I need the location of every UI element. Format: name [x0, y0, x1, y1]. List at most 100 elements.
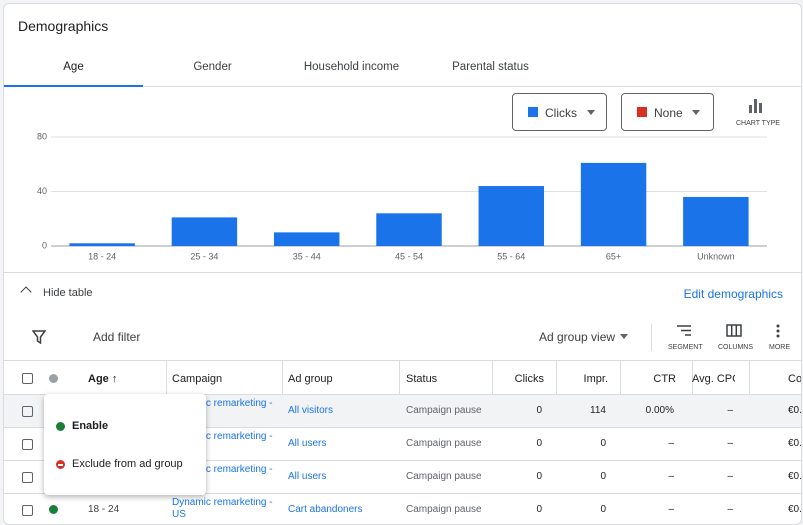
- column-header[interactable]: Campaign: [172, 373, 223, 385]
- tab[interactable]: Age: [63, 61, 84, 73]
- cell: –: [727, 438, 733, 449]
- tab-indicator: [4, 85, 143, 87]
- menu-item[interactable]: Enable: [72, 420, 109, 432]
- column-divider: [166, 360, 167, 394]
- link-cell[interactable]: Dynamic remarketing - US: [172, 497, 273, 520]
- x-tick-label: 65+: [606, 251, 621, 261]
- more-label: MORE: [769, 344, 790, 351]
- cell: €0.00: [788, 504, 802, 515]
- segment-label: SEGMENT: [668, 344, 703, 351]
- x-tick-label: 25 - 34: [190, 251, 218, 261]
- more-icon[interactable]: [776, 324, 780, 338]
- tab-divider: [4, 86, 801, 87]
- column-header[interactable]: Ad group: [288, 373, 333, 385]
- status-dot: [49, 505, 58, 514]
- cell: Campaign paused: [406, 405, 482, 416]
- menu-item[interactable]: Exclude from ad group: [72, 458, 183, 470]
- bar: [171, 217, 238, 246]
- cell: –: [727, 471, 733, 482]
- cell: 0: [600, 471, 606, 482]
- cell: –: [668, 438, 674, 449]
- row-divider: [4, 493, 801, 494]
- segment-icon[interactable]: [676, 324, 692, 337]
- column-header[interactable]: Impr.: [583, 373, 608, 385]
- chart: 0 40 80 18 - 24 25 - 34 35 - 44 45 - 54 55 - 64…: [37, 131, 767, 261]
- caret-icon[interactable]: [20, 286, 32, 298]
- link-cell[interactable]: All users: [288, 438, 327, 449]
- add-filter[interactable]: Add filter: [93, 330, 141, 344]
- divider: [4, 272, 801, 273]
- x-tick-label: Unknown: [697, 251, 735, 261]
- metric-label: Clicks: [545, 106, 577, 120]
- metric2-dropdown[interactable]: None: [621, 93, 714, 131]
- x-tick-label: 18 - 24: [88, 251, 116, 261]
- view-caret: [620, 334, 628, 343]
- y-tick-label: 80: [37, 131, 47, 141]
- x-tick-label: 55 - 64: [497, 251, 525, 261]
- tab[interactable]: Household income: [303, 61, 400, 73]
- chart-type-label: CHART TYPE: [736, 120, 780, 127]
- separator: [651, 324, 652, 351]
- cell: €0.00: [788, 438, 802, 449]
- cell: –: [727, 504, 733, 515]
- column-header[interactable]: Avg. CPC: [692, 373, 735, 385]
- y-tick-label: 40: [37, 186, 47, 196]
- bar: [69, 243, 135, 246]
- checkbox[interactable]: [22, 373, 33, 384]
- y-tick-label: 0: [42, 240, 47, 250]
- column-divider: [399, 360, 400, 394]
- column-divider: [492, 360, 493, 394]
- bar: [376, 213, 442, 246]
- column-divider: [282, 360, 283, 394]
- cell: 114: [590, 405, 606, 416]
- age-cell: 18 - 24: [88, 504, 120, 515]
- bar: [683, 196, 749, 246]
- column-header[interactable]: Cost: [788, 373, 802, 385]
- x-tick-label: 35 - 44: [293, 251, 321, 261]
- edit-demographics[interactable]: Edit demographics: [683, 287, 783, 301]
- columns-icon[interactable]: [726, 324, 742, 337]
- checkbox[interactable]: [22, 439, 33, 450]
- cell: 0: [536, 405, 542, 416]
- x-tick-label: 45 - 54: [395, 251, 423, 261]
- cell: Campaign paused: [406, 438, 482, 449]
- cell: 0: [600, 504, 606, 515]
- row-divider: [4, 460, 801, 461]
- cell: –: [727, 405, 733, 416]
- column-divider: [692, 360, 693, 394]
- link-cell[interactable]: All visitors: [288, 405, 334, 416]
- column-header[interactable]: Clicks: [514, 373, 544, 385]
- cell: 0: [536, 438, 542, 449]
- row-divider: [4, 394, 801, 395]
- column-header[interactable]: Status: [406, 373, 438, 385]
- cell: 0: [536, 471, 542, 482]
- chart-type-icon[interactable]: [749, 99, 762, 113]
- checkbox[interactable]: [22, 406, 33, 417]
- cell: €0.00: [788, 471, 802, 482]
- tab[interactable]: Gender: [193, 61, 232, 73]
- filter-icon[interactable]: [32, 330, 46, 344]
- column-header[interactable]: CTR: [653, 373, 676, 385]
- checkbox[interactable]: [22, 472, 33, 483]
- card: Demographics Clicks None CHART TYPE 0 40 8…: [3, 3, 802, 525]
- popup: Enable Exclude from ad group: [44, 394, 206, 495]
- bar: [273, 232, 340, 246]
- column-header[interactable]: Age ↑: [88, 373, 118, 385]
- link-cell[interactable]: All users: [288, 471, 327, 482]
- columns-label: COLUMNS: [718, 344, 754, 351]
- cell: Campaign paused: [406, 471, 482, 482]
- cell: 0.00%: [645, 405, 674, 416]
- metric2-label: None: [654, 106, 683, 120]
- column-divider: [749, 360, 750, 394]
- bar: [478, 186, 545, 246]
- metric-dropdown[interactable]: Clicks: [512, 93, 607, 131]
- tab[interactable]: Parental status: [452, 61, 529, 73]
- view-dropdown[interactable]: Ad group view: [539, 330, 616, 344]
- cell: €0.00: [788, 405, 802, 416]
- link-cell[interactable]: Cart abandoners: [288, 504, 363, 515]
- cell: Campaign paused: [406, 504, 482, 515]
- row-divider: [4, 427, 801, 428]
- checkbox[interactable]: [22, 505, 33, 516]
- hide-table[interactable]: Hide table: [43, 287, 93, 299]
